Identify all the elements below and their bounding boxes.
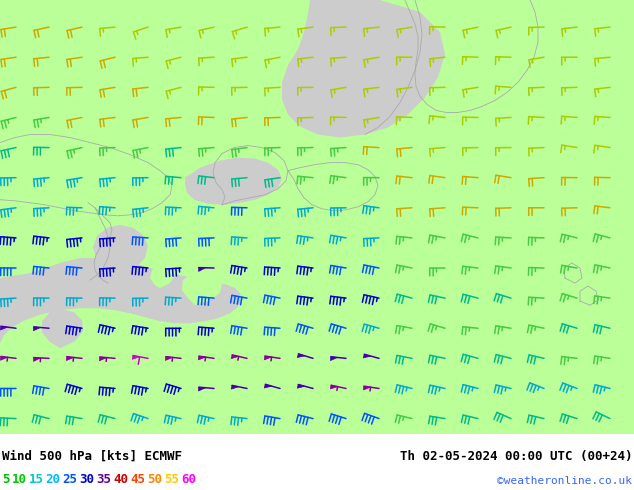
Polygon shape xyxy=(93,225,148,275)
Text: 60: 60 xyxy=(181,473,197,486)
Polygon shape xyxy=(34,327,41,331)
Text: 45: 45 xyxy=(131,473,145,486)
Polygon shape xyxy=(330,357,337,361)
Polygon shape xyxy=(42,309,83,348)
Polygon shape xyxy=(264,356,271,360)
Polygon shape xyxy=(231,355,239,359)
Text: Th 02-05-2024 00:00 UTC (00+24): Th 02-05-2024 00:00 UTC (00+24) xyxy=(399,450,632,463)
Polygon shape xyxy=(1,326,8,330)
Text: 55: 55 xyxy=(164,473,179,486)
Polygon shape xyxy=(150,265,175,288)
Text: 50: 50 xyxy=(148,473,162,486)
Text: Wind 500 hPa [kts] ECMWF: Wind 500 hPa [kts] ECMWF xyxy=(2,450,182,463)
Polygon shape xyxy=(100,357,107,361)
Polygon shape xyxy=(297,385,305,388)
Text: 10: 10 xyxy=(11,473,27,486)
Polygon shape xyxy=(133,356,139,359)
Polygon shape xyxy=(198,356,205,360)
Polygon shape xyxy=(165,357,172,361)
Polygon shape xyxy=(0,0,634,434)
Text: 5: 5 xyxy=(2,473,10,486)
Text: 40: 40 xyxy=(113,473,129,486)
Polygon shape xyxy=(363,386,371,390)
Polygon shape xyxy=(297,354,305,358)
Polygon shape xyxy=(34,358,41,362)
Text: 15: 15 xyxy=(29,473,44,486)
Polygon shape xyxy=(0,258,242,343)
Text: 35: 35 xyxy=(96,473,112,486)
Polygon shape xyxy=(185,158,282,205)
Polygon shape xyxy=(67,357,74,361)
Polygon shape xyxy=(264,384,272,388)
Polygon shape xyxy=(282,0,445,138)
Polygon shape xyxy=(231,385,238,389)
Text: 30: 30 xyxy=(79,473,94,486)
Polygon shape xyxy=(182,271,222,305)
Text: 25: 25 xyxy=(63,473,77,486)
Polygon shape xyxy=(198,268,205,271)
Polygon shape xyxy=(330,385,338,389)
Polygon shape xyxy=(363,354,371,358)
Polygon shape xyxy=(198,387,205,391)
Polygon shape xyxy=(1,356,8,360)
Text: ©weatheronline.co.uk: ©weatheronline.co.uk xyxy=(497,476,632,486)
Text: 20: 20 xyxy=(46,473,60,486)
